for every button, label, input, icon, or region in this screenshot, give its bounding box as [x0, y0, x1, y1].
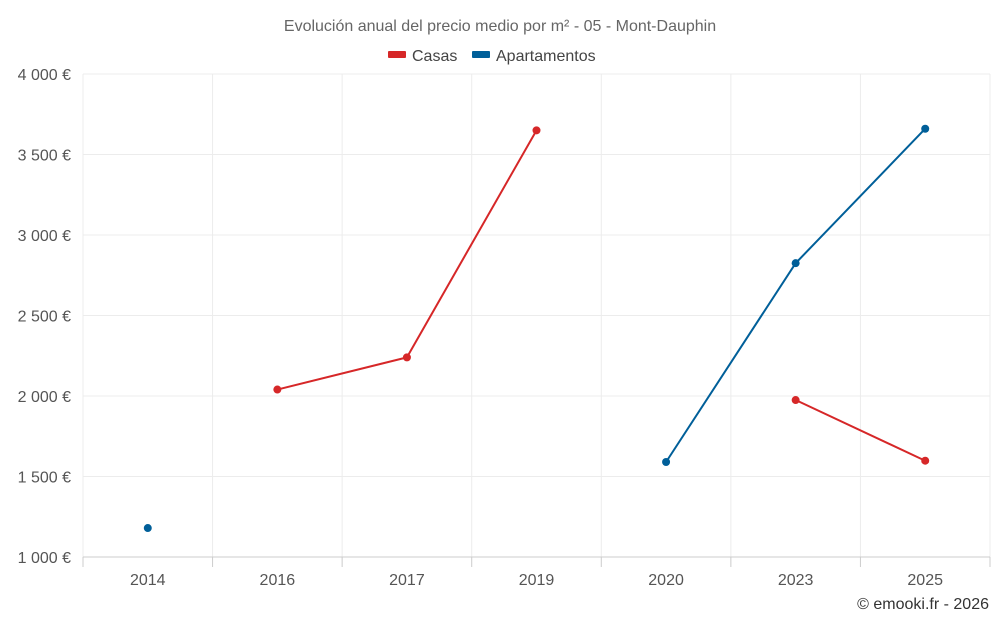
data-point-casas-2016[interactable] — [273, 385, 282, 394]
y-tick-label: 3 500 € — [18, 148, 71, 165]
legend-label-casas: Casas — [412, 48, 457, 65]
x-tick-label: 2016 — [260, 572, 296, 589]
y-tick-label: 4 000 € — [18, 67, 71, 84]
y-tick-label: 2 000 € — [18, 389, 71, 406]
legend-item-casas[interactable]: Casas — [388, 48, 457, 65]
data-point-casas-2017[interactable] — [402, 353, 411, 362]
data-point-apartamentos-2025[interactable] — [921, 124, 930, 133]
series-line-casas — [276, 129, 538, 391]
legend-swatch-casas — [388, 51, 406, 58]
chart-title: Evolución anual del precio medio por m² … — [284, 18, 716, 35]
chart-credit: © emooki.fr - 2026 — [857, 596, 989, 613]
axes — [82, 556, 991, 567]
data-point-apartamentos-2020[interactable] — [662, 458, 671, 467]
legend-label-apartamentos: Apartamentos — [496, 48, 596, 65]
series-line-casas — [794, 399, 927, 462]
x-tick-label: 2025 — [907, 572, 943, 589]
data-point-casas-2023[interactable] — [791, 396, 800, 405]
x-tick-label: 2017 — [389, 572, 425, 589]
x-tick-label: 2020 — [648, 572, 684, 589]
data-point-apartamentos-2023[interactable] — [791, 259, 800, 268]
data-point-casas-2025[interactable] — [921, 456, 930, 465]
y-tick-label: 2 500 € — [18, 309, 71, 326]
data-point-apartamentos-2014[interactable] — [143, 524, 152, 533]
x-tick-label: 2019 — [519, 572, 555, 589]
y-tick-label: 1 000 € — [18, 550, 71, 567]
data-point-casas-2019[interactable] — [532, 126, 541, 135]
data-points — [143, 124, 930, 533]
series-line-apartamentos — [665, 127, 927, 464]
x-tick-label: 2014 — [130, 572, 166, 589]
x-axis-tick-labels: 2014 2016 2017 2019 2020 2023 2025 — [130, 572, 943, 589]
x-tick-label: 2023 — [778, 572, 814, 589]
y-axis-tick-labels: 1 000 € 1 500 € 2 000 € 2 500 € 3 000 € 3 500… — [18, 67, 71, 567]
grid-lines — [82, 73, 991, 558]
y-tick-label: 1 500 € — [18, 470, 71, 487]
legend-item-apartamentos[interactable]: Apartamentos — [472, 48, 596, 65]
y-tick-label: 3 000 € — [18, 228, 71, 245]
legend-swatch-apartamentos — [472, 51, 490, 58]
legend: Casas Apartamentos — [388, 48, 596, 65]
